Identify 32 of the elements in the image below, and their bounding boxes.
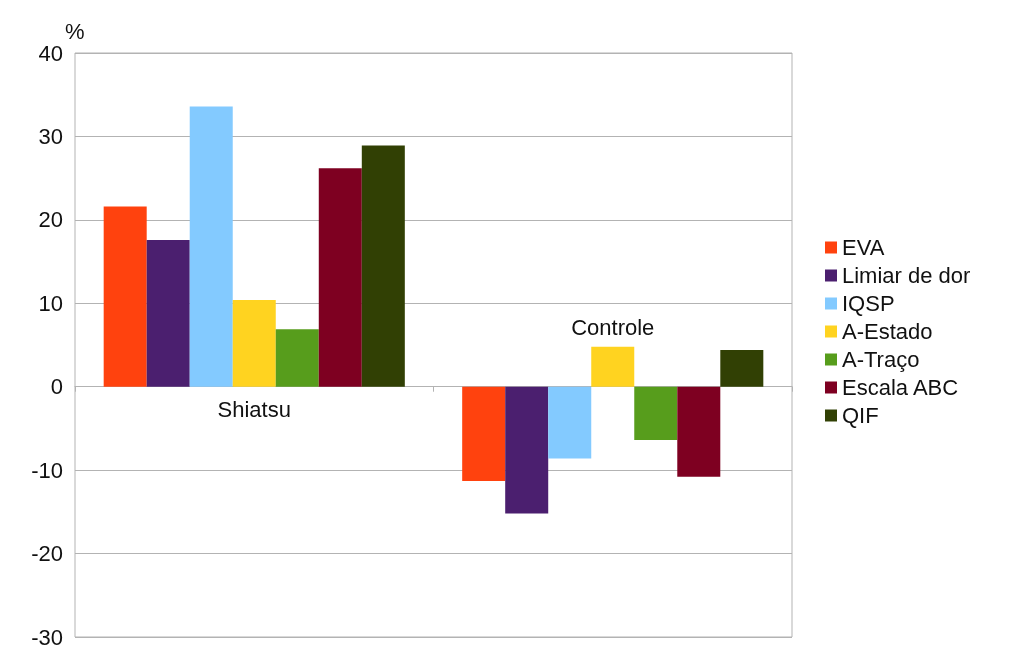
bar	[103, 206, 147, 387]
bar	[677, 386, 721, 477]
bar	[548, 386, 592, 459]
bar	[505, 386, 549, 514]
bar	[318, 168, 362, 387]
y-tick-label: -10	[31, 457, 63, 483]
bar	[634, 386, 678, 441]
bar	[146, 239, 190, 387]
legend-label: A-Traço	[842, 347, 920, 372]
bar	[462, 386, 506, 481]
x-tick-label: Controle	[571, 315, 655, 341]
bar	[591, 346, 635, 387]
y-tick-label: 40	[38, 40, 63, 66]
y-tick-label: -30	[31, 624, 63, 650]
legend-label: A-Estado	[842, 319, 933, 344]
bar	[189, 106, 233, 387]
y-tick-label: 10	[38, 290, 63, 316]
legend-label: QIF	[842, 403, 879, 428]
y-axis-title: %	[65, 18, 85, 44]
legend-label: Limiar de dor	[842, 263, 971, 288]
bar	[361, 145, 405, 387]
bar	[720, 350, 764, 387]
bar	[275, 329, 319, 387]
bar	[232, 299, 276, 387]
y-tick-label: 0	[50, 374, 63, 400]
legend-label: IQSP	[842, 291, 895, 316]
y-tick-label: 20	[38, 207, 63, 233]
y-tick-label: -20	[31, 541, 63, 567]
x-tick-label: Shiatsu	[217, 397, 291, 423]
legend-label: Escala ABC	[842, 375, 959, 400]
y-tick-label: 30	[38, 123, 63, 149]
legend-label: EVA	[842, 235, 885, 260]
